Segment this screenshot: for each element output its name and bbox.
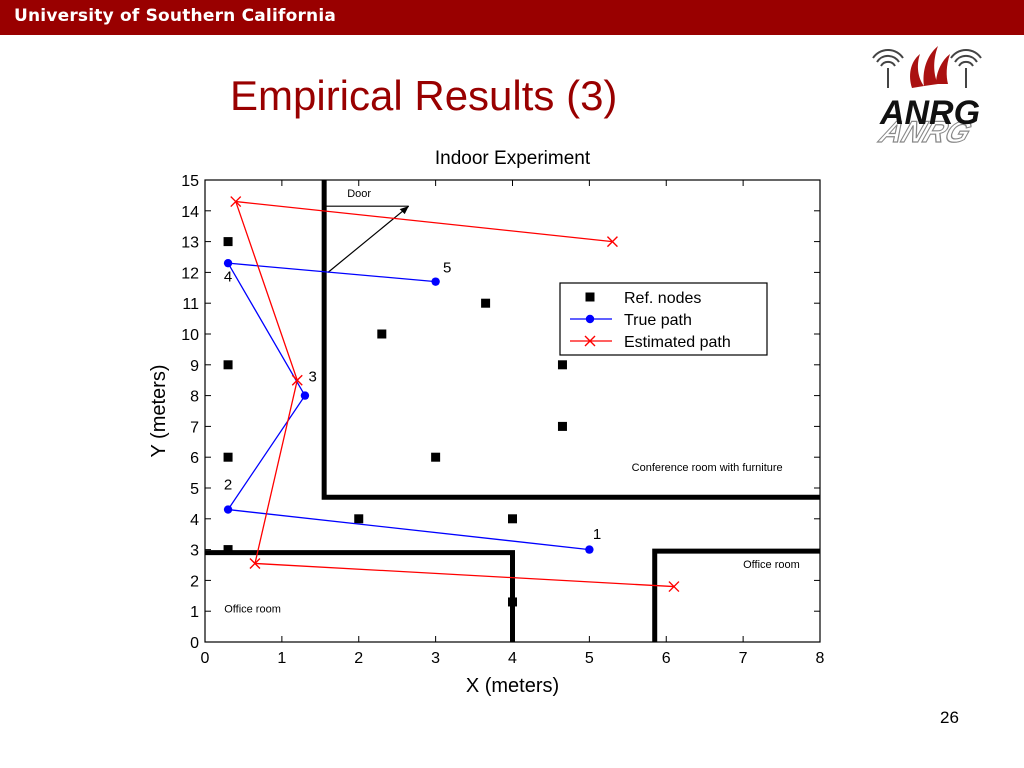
true-path-point bbox=[223, 505, 233, 514]
wall bbox=[652, 548, 820, 642]
antenna-wave-icon: ANRG ANRG bbox=[872, 46, 982, 149]
ref-node-marker bbox=[223, 545, 233, 555]
estimated-path-point bbox=[249, 557, 261, 569]
legend-marker-true-path bbox=[585, 314, 595, 324]
slide-title: Empirical Results (3) bbox=[230, 72, 618, 119]
university-name: University of Southern California bbox=[14, 6, 337, 26]
estimated-path-point bbox=[230, 196, 242, 208]
svg-text:ANRG: ANRG bbox=[875, 115, 977, 149]
point-label: 1 bbox=[593, 526, 601, 543]
ref-node-marker bbox=[223, 237, 233, 247]
x-tick-label: 0 bbox=[201, 650, 210, 667]
x-tick-label: 6 bbox=[662, 650, 671, 667]
ref-node-marker bbox=[508, 514, 517, 524]
true-path-point bbox=[300, 391, 310, 400]
wall bbox=[205, 550, 515, 642]
y-tick-label: 5 bbox=[190, 481, 199, 498]
room-annotation: Office room bbox=[743, 559, 800, 571]
legend-label: Ref. nodes bbox=[624, 290, 701, 307]
point-label: 2 bbox=[224, 477, 232, 494]
y-tick-label: 15 bbox=[181, 173, 199, 190]
estimated-path-point bbox=[291, 374, 303, 386]
y-tick-label: 11 bbox=[182, 296, 199, 313]
estimated-path-point bbox=[606, 236, 618, 248]
wall bbox=[321, 180, 820, 500]
true-path-point bbox=[431, 277, 440, 286]
point-label: 5 bbox=[443, 259, 451, 276]
door-arrowhead bbox=[399, 206, 409, 215]
legend-marker-ref-nodes bbox=[585, 292, 595, 302]
legend-label: True path bbox=[624, 312, 692, 329]
x-tick-label: 8 bbox=[816, 650, 825, 667]
point-label: 3 bbox=[308, 369, 316, 386]
slide-number: 26 bbox=[940, 708, 959, 727]
ref-node-marker bbox=[557, 421, 567, 431]
y-axis-label: Y (meters) bbox=[148, 365, 170, 458]
y-tick-label: 10 bbox=[181, 327, 199, 344]
legend-label: Estimated path bbox=[624, 334, 731, 351]
x-tick-label: 3 bbox=[431, 650, 440, 667]
y-tick-label: 6 bbox=[190, 450, 199, 467]
y-tick-label: 12 bbox=[181, 265, 199, 282]
university-header-bar: University of Southern California bbox=[0, 0, 1024, 35]
legend-marker-estimated-path bbox=[584, 335, 596, 347]
y-tick-label: 2 bbox=[190, 573, 199, 590]
room-annotation: Door bbox=[347, 188, 371, 200]
true-path-point bbox=[223, 258, 233, 268]
y-tick-label: 7 bbox=[190, 419, 199, 436]
ref-node-marker bbox=[431, 452, 441, 462]
y-tick-label: 8 bbox=[190, 389, 199, 406]
room-annotation: Office room bbox=[224, 604, 281, 616]
x-tick-label: 1 bbox=[277, 650, 286, 667]
y-tick-label: 0 bbox=[190, 635, 199, 652]
x-tick-label: 7 bbox=[739, 650, 748, 667]
x-axis-label: X (meters) bbox=[466, 675, 559, 697]
true-path-line bbox=[226, 262, 590, 551]
y-tick-label: 4 bbox=[190, 512, 199, 529]
x-tick-label: 4 bbox=[508, 650, 517, 667]
x-tick-label: 5 bbox=[585, 650, 594, 667]
point-label: 4 bbox=[224, 269, 232, 286]
ref-node-marker bbox=[377, 329, 387, 339]
y-tick-label: 14 bbox=[181, 204, 199, 221]
ref-node-marker bbox=[223, 452, 233, 462]
y-tick-label: 13 bbox=[181, 235, 199, 252]
ref-node-marker bbox=[223, 360, 233, 370]
x-tick-label: 2 bbox=[354, 650, 363, 667]
y-tick-label: 9 bbox=[190, 358, 199, 375]
room-annotation: Conference room with furniture bbox=[632, 462, 783, 474]
y-tick-label: 3 bbox=[190, 543, 199, 560]
estimated-path-point bbox=[668, 581, 680, 593]
anrg-logo: ANRG ANRG bbox=[850, 38, 1010, 150]
door-arrow bbox=[327, 205, 410, 273]
ref-node-marker bbox=[354, 514, 364, 524]
y-tick-label: 1 bbox=[190, 604, 199, 621]
true-path-point bbox=[585, 545, 594, 554]
logo-text: ANRG bbox=[879, 94, 980, 132]
ref-node-marker bbox=[508, 597, 517, 607]
logo-reflection: ANRG bbox=[874, 114, 977, 149]
ref-node-marker bbox=[557, 360, 567, 370]
ref-node-marker bbox=[481, 298, 491, 308]
chart-title: Indoor Experiment bbox=[435, 148, 591, 169]
